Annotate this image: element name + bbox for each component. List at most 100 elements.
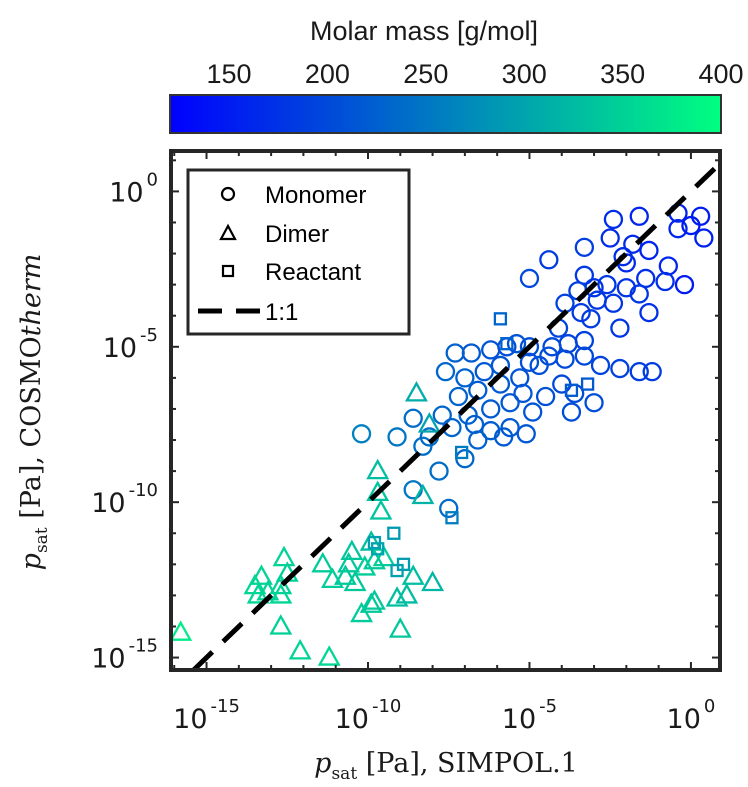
circle-marker: [445, 343, 465, 363]
square-marker: [580, 377, 595, 391]
circle-marker: [481, 340, 501, 360]
circle-marker: [629, 362, 649, 382]
circle-marker: [587, 290, 607, 310]
triangle-marker: [411, 483, 435, 505]
x-axis-label: psat [Pa], SIMPOL.1: [314, 748, 578, 784]
square-marker: [454, 445, 469, 460]
colorbar-tick-label: 300: [502, 59, 547, 89]
circle-marker: [439, 498, 459, 519]
x-tick-label: 10 -5: [502, 696, 557, 735]
legend-label: Dimer: [265, 221, 329, 248]
circle-marker: [506, 334, 527, 354]
triangle-marker: [401, 564, 425, 585]
circle-marker: [655, 271, 675, 292]
triangle-marker: [272, 545, 296, 567]
legend-label: 1:1: [265, 299, 298, 326]
triangle-marker: [333, 564, 357, 585]
triangle-marker: [350, 601, 373, 623]
y-tick-label: 10 -15: [91, 636, 158, 675]
circle-marker: [629, 284, 649, 304]
triangle-marker: [317, 645, 341, 666]
circle-marker: [535, 386, 556, 407]
circle-marker: [539, 250, 559, 270]
triangle-marker: [343, 570, 367, 592]
circle-marker: [519, 337, 540, 357]
circle-marker: [351, 424, 372, 444]
triangle-marker: [366, 458, 390, 480]
square-marker: [445, 511, 459, 525]
circle-marker: [584, 393, 604, 413]
circle-marker: [668, 219, 688, 239]
circle-marker: [529, 355, 549, 376]
x-tick-label: 10 -10: [335, 696, 402, 735]
triangle-marker: [288, 638, 312, 660]
triangle-marker: [321, 567, 344, 589]
legend-triangle-symbol: [219, 223, 237, 241]
circle-marker: [694, 228, 714, 248]
circle-marker: [574, 346, 595, 366]
triangle-marker: [362, 548, 386, 570]
circle-marker: [413, 436, 433, 456]
y-tick-label: 10 -5: [103, 325, 158, 364]
triangle-marker: [362, 589, 386, 610]
circle-marker: [681, 215, 701, 236]
legend-label: Monomer: [265, 182, 366, 209]
square-marker: [387, 526, 401, 540]
circle-marker: [432, 405, 452, 425]
colorbar-tick-label: 350: [600, 59, 645, 89]
square-marker: [493, 312, 508, 326]
colorbar-title: Molar mass [g/mol]: [310, 16, 538, 46]
tick-labels: 10 -15 10 -10 10 -5 10 0 10 0 10 -5 10 -10 10 -15: [91, 169, 715, 735]
colorbar-tick-label: 150: [207, 59, 252, 89]
circle-marker: [600, 228, 620, 248]
colorbar: [169, 94, 722, 134]
square-marker: [371, 542, 385, 556]
plot-frame: [169, 149, 722, 672]
circle-marker: [610, 358, 630, 379]
y-tick-label: 10 -10: [91, 480, 158, 519]
triangle-marker: [269, 614, 293, 635]
circle-marker: [493, 427, 514, 447]
circle-marker: [481, 399, 501, 419]
triangle-marker: [359, 592, 383, 613]
circle-marker: [561, 402, 582, 422]
circle-marker: [623, 234, 643, 254]
triangle-marker: [417, 412, 441, 433]
circle-marker: [468, 430, 488, 450]
triangle-marker: [395, 583, 419, 604]
circle-marker: [455, 368, 475, 388]
y-axis-label: psat [Pa], COSMOtherm: [16, 254, 52, 571]
circle-marker: [542, 337, 562, 357]
legend-circle-symbol: [220, 186, 236, 202]
y-tick-label: 10 0: [109, 169, 158, 208]
circle-marker: [519, 352, 540, 372]
legend-square-symbol: [221, 264, 235, 278]
triangle-marker: [171, 620, 193, 641]
colorbar-tick-label: 200: [305, 59, 350, 89]
triangle-marker: [388, 617, 412, 638]
legend: Monomer Dimer Reactant 1:1: [186, 168, 411, 336]
circle-marker: [603, 209, 624, 230]
legend-box: [186, 168, 411, 336]
colorbar-tick-labels: 150 200 250 300 350 400: [207, 59, 744, 101]
circle-marker: [571, 302, 591, 323]
square-marker: [500, 337, 514, 351]
circle-marker: [555, 349, 575, 369]
circle-marker: [523, 402, 543, 422]
circle-marker: [474, 362, 494, 382]
circle-marker: [435, 362, 456, 382]
circle-marker: [629, 206, 649, 226]
colorbar-tick-label: 400: [698, 59, 743, 89]
triangle-marker: [404, 381, 428, 402]
square-marker: [564, 383, 579, 397]
circle-marker: [500, 393, 520, 413]
circle-marker: [581, 309, 601, 329]
triangle-marker: [385, 586, 409, 607]
circle-marker: [597, 274, 617, 295]
circle-marker: [613, 247, 633, 267]
triangle-marker: [372, 545, 396, 567]
x-tick-label: 10 -15: [173, 696, 240, 735]
circle-marker: [639, 240, 659, 261]
circle-marker: [516, 424, 536, 444]
